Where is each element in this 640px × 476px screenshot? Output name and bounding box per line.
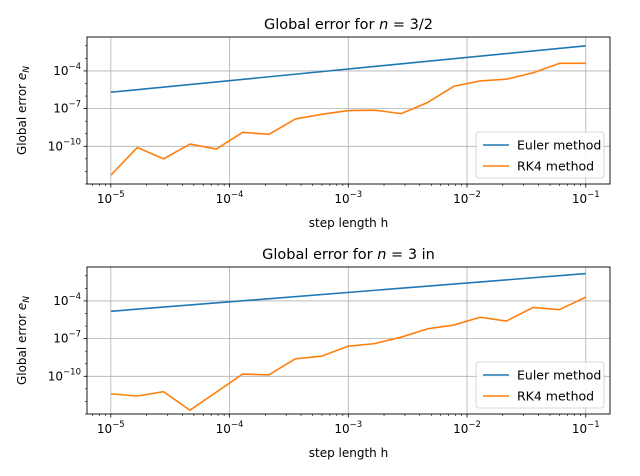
- legend-label: Euler method: [517, 138, 601, 153]
- legend: Euler method RK4 method: [475, 361, 605, 409]
- legend-label: RK4 method: [517, 389, 594, 404]
- y-axis-label: Global error eN: [15, 296, 32, 385]
- x-tick-label: 10−3: [334, 190, 362, 206]
- x-tick-label: 10−5: [97, 420, 125, 436]
- legend-label: Euler method: [517, 368, 601, 383]
- axes-frame: [86, 266, 611, 415]
- chart-title: Global error for n = 3 in: [262, 247, 435, 263]
- series-line-1: [110, 44, 586, 94]
- y-tick-label: 10−4: [53, 62, 81, 78]
- y-tick-label: 10−4: [53, 292, 81, 308]
- chart-1: 10−5 10−4 10−3 10−2 10−1 10−10 10−7 10−4 Global …: [15, 17, 611, 230]
- x-axis-label: step length h: [309, 446, 388, 460]
- series-line-1: [110, 272, 586, 313]
- x-tick-label: 10−5: [97, 190, 125, 206]
- x-tick-label: 10−4: [216, 190, 244, 206]
- x-tick-label: 10−4: [216, 420, 244, 436]
- y-tick-label: 10−7: [53, 330, 81, 346]
- chart-2: 10−5 10−4 10−3 10−2 10−1 10−10 10−7 10−4 Global …: [15, 247, 611, 460]
- y-tick-label: 10−10: [48, 137, 81, 153]
- legend-label: RK4 method: [517, 159, 594, 174]
- y-axis-label: Global error eN: [15, 66, 32, 155]
- x-tick-label: 10−1: [572, 420, 600, 436]
- y-tick-label: 10−10: [48, 367, 81, 383]
- series-line-2: [110, 296, 587, 412]
- axes-frame: [86, 36, 611, 185]
- x-tick-label: 10−2: [453, 190, 481, 206]
- y-tick-label: 10−7: [53, 100, 81, 116]
- series-line-2: [110, 62, 586, 176]
- x-tick-label: 10−2: [453, 420, 481, 436]
- chart-title: Global error for n = 3/2: [264, 17, 433, 33]
- x-axis-label: step length h: [309, 216, 388, 230]
- legend: Euler method RK4 method: [475, 131, 605, 179]
- x-tick-label: 10−1: [572, 190, 600, 206]
- x-tick-label: 10−3: [334, 420, 362, 436]
